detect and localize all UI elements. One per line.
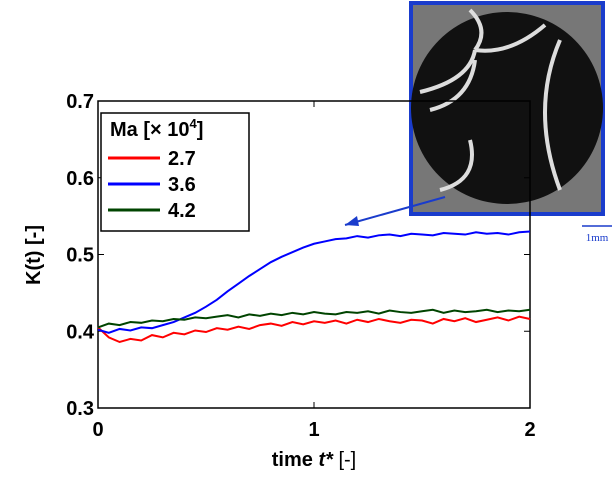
annotation-arrowhead [345, 216, 359, 226]
x-tick-label: 1 [308, 419, 319, 441]
y-tick-label: 0.7 [66, 91, 94, 113]
legend-title-superscript: 4 [189, 116, 197, 131]
x-label-variable: t* [318, 449, 334, 471]
x-tick-label: 0 [92, 419, 103, 441]
annotation-arrow [344, 196, 446, 226]
legend-title-suffix: ] [197, 119, 204, 141]
series-line [97, 308, 531, 329]
series-line [97, 315, 531, 344]
legend-label: 3.6 [168, 174, 196, 196]
legend-label: 2.7 [168, 148, 196, 170]
series-line [97, 230, 531, 334]
x-label-prefix: time [272, 449, 319, 471]
y-tick-label: 0.6 [66, 168, 94, 190]
legend-title: Ma [× 104] [110, 116, 203, 141]
legend-label: 4.2 [168, 200, 196, 222]
legend: Ma [× 104]2.73.64.2 [100, 112, 250, 232]
x-axis-label: time t* [-] [272, 449, 356, 471]
x-tick-label: 2 [524, 419, 535, 441]
image-disc [411, 12, 603, 204]
x-label-suffix: [-] [333, 449, 356, 471]
y-axis-label: K(t) [-] [23, 225, 45, 285]
image-streak [419, 8, 562, 192]
y-tick-label: 0.4 [66, 321, 95, 343]
legend-title-text: Ma [× 10 [110, 119, 189, 141]
inset-image [409, 1, 605, 216]
y-tick-label: 0.5 [66, 245, 94, 267]
scale-label: 1mm [586, 232, 609, 244]
y-tick-label: 0.3 [66, 398, 94, 420]
